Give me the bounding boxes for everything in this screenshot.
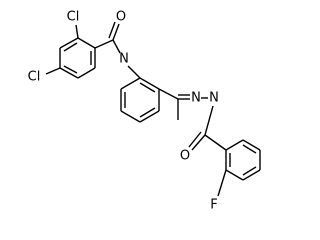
atom-label: N	[119, 52, 129, 67]
atom-label: O	[116, 10, 126, 25]
atom-label: N	[209, 91, 219, 106]
atom-label: F	[210, 198, 217, 213]
atom-label: Cl	[67, 10, 80, 25]
atom-label: N	[191, 91, 201, 106]
atom-label: O	[180, 149, 190, 164]
bonds	[45, 21, 261, 197]
atom-label: Cl	[28, 70, 41, 85]
molecule-diagram: Cl O N Cl N N O F	[28, 10, 261, 213]
